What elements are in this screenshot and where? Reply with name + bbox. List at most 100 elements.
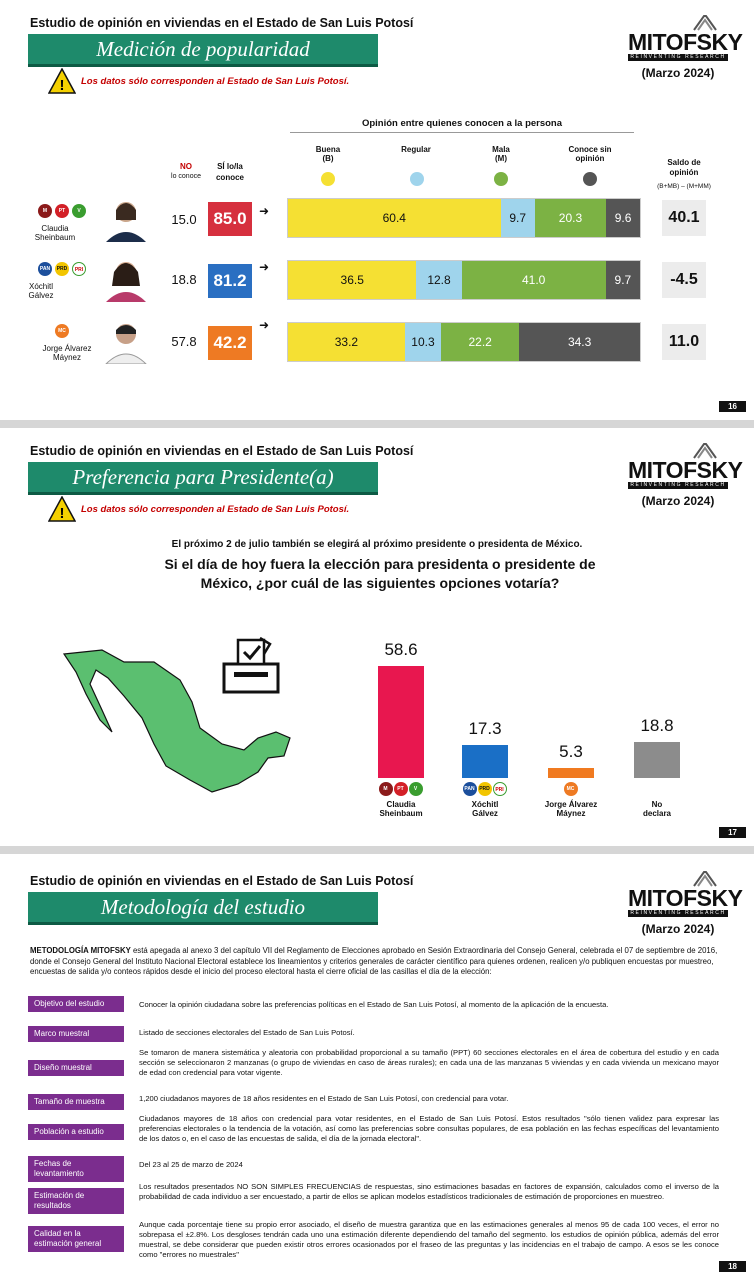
ballot-box-icon	[222, 636, 280, 694]
party-logo-icon: V	[408, 782, 423, 796]
candidate-row: MC Jorge Álvarez Máynez 57.8 42.2 ➜ 33.2 …	[0, 316, 754, 366]
methodology-label: Fechas de levantamiento	[28, 1156, 124, 1182]
opinion-bar: 36.5 12.8 41.0 9.7	[287, 260, 641, 300]
col-buena-sub: (B)	[322, 154, 334, 163]
logo-subtitle: REINVENTING RESEARCH	[628, 910, 728, 917]
party-logo-icon: PRI	[492, 782, 507, 796]
slide-title: Metodología del estudio	[100, 895, 306, 919]
group-header: Opinión entre quienes conocen a la perso…	[290, 118, 634, 133]
logo-mark-icon	[693, 443, 717, 459]
methodology-label: Estimación de resultados	[28, 1188, 124, 1214]
slide-title-banner: Medición de popularidad	[28, 34, 378, 67]
party-logo-icon: M	[378, 782, 393, 796]
vote-category-label: Xóchitl Gálvez	[471, 800, 499, 818]
bar-segment-mala: 20.3	[534, 199, 607, 237]
party-logo-pvem: V	[72, 204, 86, 218]
col-conoce-sin-sub: opinión	[575, 154, 605, 163]
vote-category-label: No declara	[642, 800, 672, 818]
si-conoce-value: 81.2	[208, 264, 252, 298]
study-title: Estudio de opinión en viviendas en el Es…	[30, 16, 414, 30]
no-conoce-value: 15.0	[171, 212, 197, 227]
svg-text:!: !	[60, 77, 65, 94]
legend-dot-regular	[410, 172, 424, 186]
candidate-photo	[105, 324, 147, 364]
vote-value-label: 17.3	[468, 718, 502, 738]
col-buena: Buena	[315, 145, 341, 154]
methodology-text: Se tomaron de manera sistemática y aleat…	[139, 1048, 719, 1077]
warning-note: ! Los datos sólo corresponden al Estado …	[48, 496, 448, 522]
methodology-text: Del 23 al 25 de marzo de 2024	[139, 1160, 243, 1169]
arrow-icon: ➜	[259, 318, 270, 332]
party-logo-pan: PAN	[38, 262, 52, 276]
slide-popularidad: Estudio de opinión en viviendas en el Es…	[0, 0, 754, 420]
vote-bar	[378, 666, 424, 778]
methodology-label: Tamaño de muestra	[28, 1094, 124, 1110]
saldo-value: -4.5	[662, 262, 706, 298]
bar-segment-sin-opinion: 9.6	[606, 199, 640, 237]
methodology-label: Diseño muestral	[28, 1060, 124, 1076]
legend-dot-sin-opinion	[583, 172, 597, 186]
methodology-label: Calidad en la estimación general	[28, 1226, 124, 1252]
survey-date: (Marzo 2024)	[641, 494, 715, 508]
vote-category-label: Claudia Sheinbaum	[379, 800, 423, 818]
si-conoce-value: 42.2	[208, 326, 252, 360]
slide-metodologia: Estudio de opinión en viviendas en el Es…	[0, 854, 754, 1280]
mitofsky-logo: MITOFSKY REINVENTING RESEARCH (Marzo 202…	[628, 15, 743, 80]
warning-icon: !	[48, 496, 76, 522]
study-title: Estudio de opinión en viviendas en el Es…	[30, 444, 414, 458]
candidate-name: Claudia Sheinbaum	[34, 224, 76, 242]
party-logo-icon: PRD	[477, 782, 492, 796]
methodology-text: Ciudadanos mayores de 18 años con creden…	[139, 1114, 719, 1143]
bar-segment-regular: 9.7	[500, 199, 535, 237]
mexico-map-icon	[62, 649, 291, 793]
slide-title: Medición de popularidad	[96, 37, 310, 61]
bar-segment-buena: 60.4	[288, 199, 501, 237]
survey-date: (Marzo 2024)	[641, 66, 715, 80]
logo-mark-icon	[693, 871, 717, 887]
party-logo-morena: M	[38, 204, 52, 218]
saldo-value: 11.0	[662, 324, 706, 360]
page-number: 18	[719, 1261, 746, 1272]
mitofsky-logo: MITOFSKY REINVENTING RESEARCH (Marzo 202…	[628, 443, 743, 508]
question-line-1: Si el día de hoy fuera la elección para …	[164, 556, 596, 572]
party-logo-pri: PRI	[72, 262, 86, 276]
slide-title-banner: Preferencia para Presidente(a)	[28, 462, 378, 495]
no-conoce-value: 18.8	[171, 272, 197, 287]
party-logo-pt: PT	[55, 204, 69, 218]
col-saldo-sub: (B+MB) – (M+MM)	[657, 183, 711, 190]
question-line-2: México, ¿por cuál de las siguientes opci…	[200, 575, 560, 591]
candidate-name: Xóchitl Gálvez	[28, 282, 54, 300]
party-logo-icon: PT	[393, 782, 408, 796]
opinion-bar: 33.2 10.3 22.2 34.3	[287, 322, 641, 362]
party-logo-mc: MC	[55, 324, 69, 338]
methodology-text: Conocer la opinión ciudadana sobre las p…	[139, 1000, 609, 1009]
col-si-conoce: SÍ lo/la	[217, 162, 243, 171]
col-mala-sub: (M)	[495, 154, 507, 163]
logo-mark-icon	[693, 15, 717, 31]
col-regular: Regular	[401, 145, 431, 154]
vote-category-label: Jorge Álvarez Máynez	[544, 800, 598, 818]
svg-text:!: !	[60, 505, 65, 522]
bar-segment-mala: 22.2	[441, 323, 520, 361]
candidate-row: PAN PRD PRI Xóchitl Gálvez 18.8 81.2 ➜ 36…	[0, 256, 754, 306]
methodology-text: 1,200 ciudadanos mayores de 18 años resi…	[139, 1094, 509, 1103]
col-no-conoce-sub: lo conoce	[171, 173, 201, 180]
mitofsky-logo: MITOFSKY REINVENTING RESEARCH (Marzo 202…	[628, 871, 743, 936]
candidate-name: Jorge Álvarez Máynez	[42, 344, 92, 362]
vote-bar	[634, 742, 680, 778]
methodology-label: Marco muestral	[28, 1026, 124, 1042]
bar-segment-mala: 41.0	[461, 261, 606, 299]
party-logo-icon: PAN	[462, 782, 477, 796]
logo-wordmark: MITOFSKY	[628, 457, 743, 483]
bar-segment-buena: 36.5	[288, 261, 417, 299]
legend-dot-mala	[494, 172, 508, 186]
warning-icon: !	[48, 68, 76, 94]
methodology-text: Listado de secciones electorales del Est…	[139, 1028, 355, 1037]
vote-bar	[548, 767, 594, 778]
col-si-conoce-sub: conoce	[215, 173, 244, 182]
survey-date: (Marzo 2024)	[641, 922, 715, 936]
col-mala: Mala	[492, 145, 510, 154]
logo-subtitle: REINVENTING RESEARCH	[628, 54, 728, 61]
warning-note: ! Los datos sólo corresponden al Estado …	[48, 68, 448, 94]
slide-title: Preferencia para Presidente(a)	[72, 465, 334, 489]
